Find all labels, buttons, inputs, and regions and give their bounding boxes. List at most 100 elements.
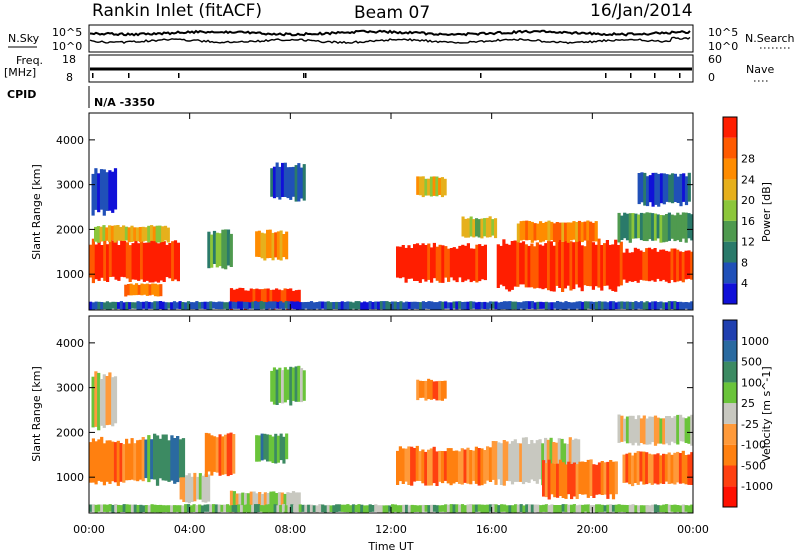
velocity-cell	[193, 472, 197, 502]
velocity-cell	[185, 475, 189, 503]
power-cell	[563, 238, 567, 289]
velocity-cell	[516, 443, 520, 482]
power-cell	[281, 302, 286, 310]
power-cell	[586, 301, 590, 309]
velocity-cell	[463, 449, 467, 483]
power-cell	[536, 223, 540, 241]
power-cell	[275, 288, 279, 307]
velocity-cell	[155, 435, 160, 486]
velocity-cell	[606, 504, 610, 513]
noise-right-tick-top: 10^5	[708, 26, 738, 39]
power-region	[89, 301, 694, 310]
power-cell	[633, 247, 637, 281]
power-cell	[270, 301, 274, 310]
velocity-cell	[203, 504, 207, 512]
velocity-cell	[175, 505, 179, 512]
velocity-cell	[122, 444, 126, 483]
power-cell	[404, 247, 408, 283]
power-cell	[530, 301, 534, 309]
velocity-cell	[556, 505, 560, 513]
power-cell	[212, 301, 216, 309]
velocity-cell	[673, 416, 677, 444]
power-colorbar-segment	[723, 179, 737, 201]
velocity-cell	[684, 505, 688, 512]
power-cell	[134, 240, 138, 280]
velocity-cell	[550, 504, 554, 513]
power-cell	[424, 178, 428, 196]
power-cell	[499, 245, 503, 285]
velocity-cell	[357, 504, 361, 513]
power-cell	[452, 247, 456, 281]
velocity-cell	[634, 505, 638, 513]
power-ytick-label: 1000	[56, 268, 84, 281]
power-colorbar-label: Power [dB]	[760, 182, 773, 242]
velocity-cell	[94, 441, 98, 485]
power-cell	[100, 245, 104, 278]
velocity-cell	[300, 368, 304, 403]
velocity-cell	[678, 453, 683, 484]
power-cell	[516, 241, 520, 287]
velocity-cell	[99, 379, 104, 426]
power-cell	[541, 223, 545, 242]
power-cell	[252, 289, 256, 308]
power-cell	[155, 225, 159, 243]
power-cell	[561, 302, 565, 310]
nave-marker	[305, 73, 307, 78]
velocity-cell	[639, 418, 644, 443]
velocity-cell	[673, 504, 677, 513]
power-colorbar: 4 8 12 16 20 24 28	[722, 116, 755, 305]
velocity-cell	[446, 448, 450, 484]
velocity-cell	[648, 416, 652, 445]
power-cell	[388, 301, 392, 310]
velocity-cell	[246, 493, 250, 513]
velocity-cell	[522, 505, 526, 513]
velocity-cell	[547, 505, 551, 513]
noise-search-label: N.Search	[745, 32, 795, 45]
power-cell	[418, 176, 422, 196]
power-cell	[684, 250, 688, 280]
velocity-cell	[679, 505, 683, 513]
velocity-cell	[130, 504, 135, 513]
power-cell	[158, 225, 162, 243]
velocity-cell	[201, 475, 205, 503]
velocity-cell	[435, 451, 439, 486]
power-cell	[91, 173, 95, 216]
power-cell	[424, 302, 428, 309]
nave-tick-bottom: 0	[708, 71, 715, 84]
velocity-cell	[581, 504, 585, 513]
power-cell	[255, 231, 259, 257]
velocity-cell	[628, 415, 632, 444]
power-cell	[659, 173, 664, 204]
velocity-cell	[637, 505, 641, 512]
power-cell	[578, 301, 582, 310]
power-cell	[513, 240, 517, 287]
power-cell	[103, 238, 107, 281]
power-cell	[223, 302, 227, 309]
power-cell	[572, 221, 576, 240]
velocity-cell	[207, 433, 211, 472]
velocity-cell	[275, 369, 279, 405]
power-cell	[399, 301, 403, 310]
power-cell	[580, 222, 584, 243]
power-region	[255, 229, 289, 261]
power-cell	[295, 301, 300, 310]
power-cell	[589, 301, 593, 309]
velocity-cell	[255, 493, 259, 513]
velocity-cell	[278, 367, 282, 403]
velocity-cell	[181, 505, 185, 513]
velocity-cell	[681, 450, 685, 484]
power-cell	[634, 213, 638, 239]
power-cell	[151, 239, 155, 283]
velocity-cell	[340, 504, 344, 512]
velocity-cell	[533, 504, 537, 512]
power-region	[416, 176, 447, 198]
power-cell	[681, 302, 685, 310]
velocity-cell	[179, 477, 183, 500]
power-cell	[480, 218, 484, 239]
velocity-cell	[577, 439, 581, 479]
power-cell	[458, 245, 462, 278]
power-cell	[272, 289, 276, 310]
power-cell	[502, 301, 507, 310]
power-cell	[441, 301, 445, 310]
velocity-region	[204, 432, 236, 477]
